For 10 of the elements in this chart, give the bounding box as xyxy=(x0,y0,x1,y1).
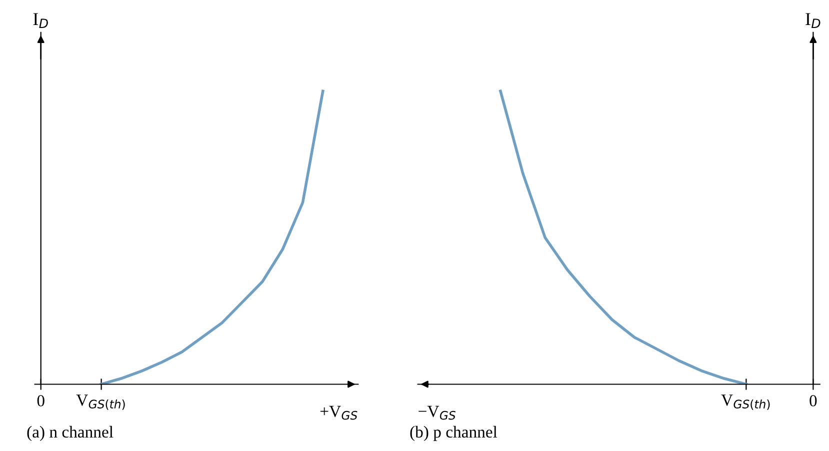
text: (a) n channel xyxy=(27,426,114,442)
x-tick-label: 0 xyxy=(810,395,817,406)
x-tick-label: V$_{GS(th)}$ xyxy=(721,394,770,410)
x-tick-label: 0 xyxy=(37,395,44,406)
x-axis-title: −V$_{GS}$ xyxy=(418,406,456,420)
x-tick-label: V$_{GS(th)}$ xyxy=(76,394,125,410)
x-axis-title: +V$_{GS}$ xyxy=(320,406,358,420)
y-axis-title: I$_{D}$ xyxy=(33,13,48,28)
text: (b) p channel xyxy=(410,426,498,442)
y-axis-title: I$_{D}$ xyxy=(806,13,820,28)
